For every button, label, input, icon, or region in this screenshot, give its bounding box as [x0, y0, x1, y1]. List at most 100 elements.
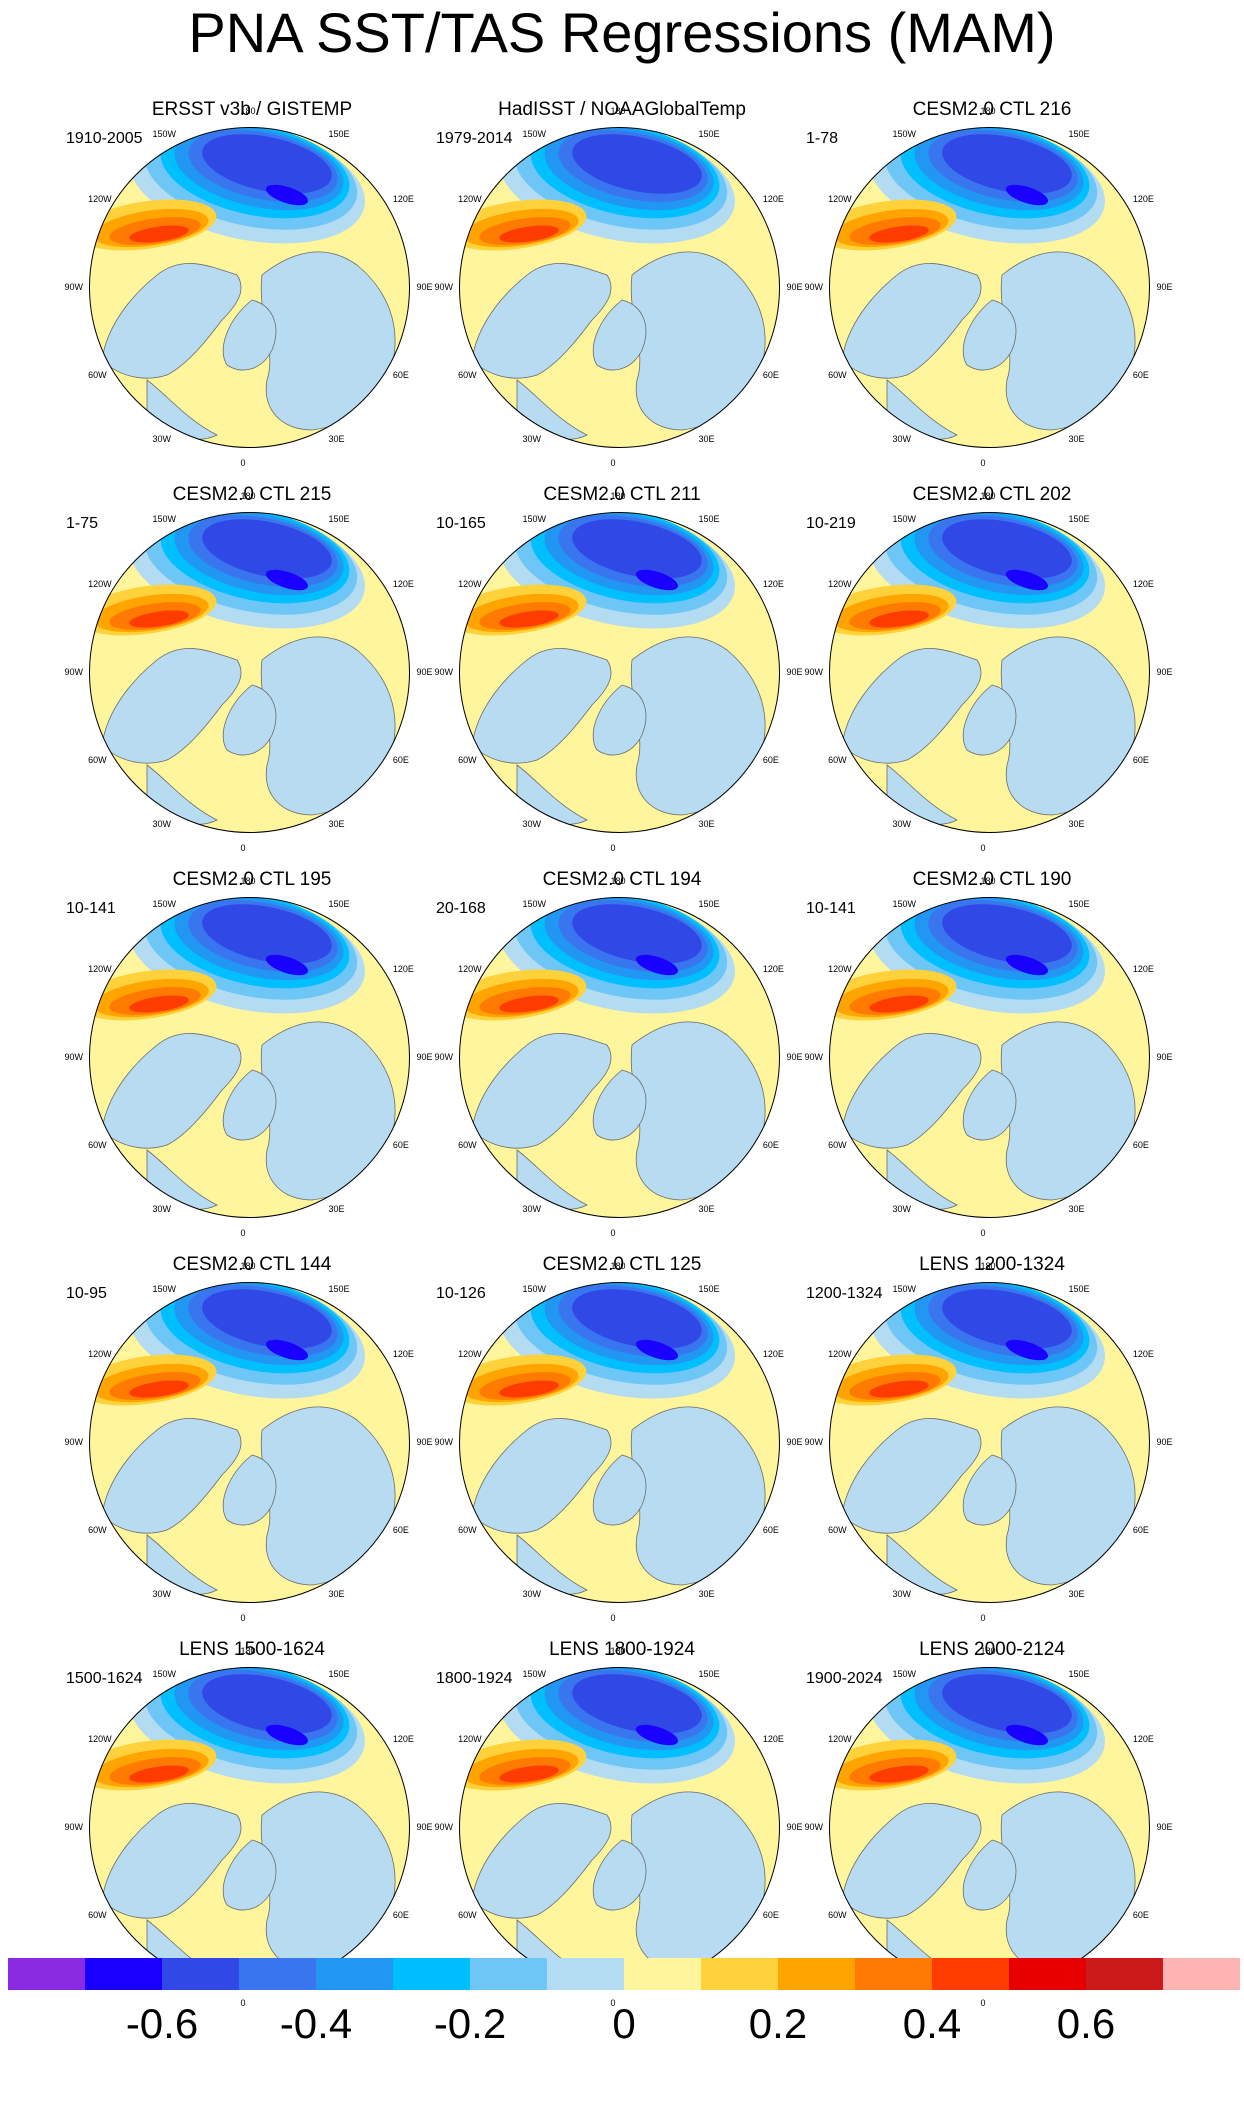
- longitude-label: 30E: [328, 1588, 345, 1599]
- negative-anomaly-contour: [572, 1674, 702, 1734]
- panel-title: LENS 1200-1324: [919, 1254, 1065, 1275]
- field-layer: [89, 127, 410, 448]
- map-area: [87, 1665, 412, 1990]
- field-layer: [829, 897, 1150, 1218]
- longitude-label: 120W: [458, 578, 482, 589]
- longitude-label: 180: [980, 1645, 996, 1656]
- longitude-label: 90E: [416, 1051, 433, 1062]
- positive-anomaly-contour: [869, 225, 929, 243]
- longitude-label: 0: [610, 1612, 616, 1623]
- longitude-label: 30W: [892, 433, 912, 444]
- longitude-label: 90W: [64, 281, 84, 292]
- panel-period: 1-78: [806, 130, 839, 147]
- negative-anomaly-contour: [202, 904, 332, 964]
- longitude-label: 150W: [522, 129, 547, 140]
- colorbar-cell: [162, 1958, 239, 1990]
- panel-period: 1-75: [66, 515, 99, 532]
- negative-anomaly-contour: [202, 1674, 332, 1734]
- land-mass: [101, 1033, 242, 1149]
- colorbar-cell: [547, 1958, 624, 1990]
- panel-period: 10-141: [806, 900, 856, 917]
- positive-anomaly-contour: [869, 1765, 929, 1783]
- land-mass: [471, 1803, 612, 1919]
- longitude-label: 120E: [392, 1733, 414, 1744]
- longitude-label: 180: [240, 490, 256, 501]
- longitude-label: 90W: [64, 666, 84, 677]
- colorbar-cell: [239, 1958, 316, 1990]
- longitude-label: 150W: [152, 1669, 177, 1680]
- longitude-label: 0: [610, 457, 616, 468]
- map-panel: CESM2.0 CTL 195 10-141 180 150E 120E 90E 60E 30…: [62, 869, 442, 1250]
- map-panel: CESM2.0 CTL 190 10-141 180 150E 120E 90E 60E 30…: [802, 869, 1182, 1250]
- longitude-label: 60W: [458, 1139, 477, 1150]
- longitude-label: 120E: [1132, 963, 1154, 974]
- longitude-label: 30W: [522, 1588, 542, 1599]
- longitude-label: 150W: [152, 514, 177, 525]
- longitude-label: 30E: [698, 818, 715, 829]
- negative-anomaly-contour: [202, 519, 332, 579]
- map-area: [457, 125, 782, 450]
- negative-anomaly-contour: [1005, 184, 1049, 206]
- panel-title: CESM2.0 CTL 125: [542, 1254, 702, 1275]
- panel-title: LENS 2000-2124: [919, 1639, 1065, 1660]
- map-area: [827, 1665, 1152, 1990]
- longitude-label: 0: [980, 842, 986, 853]
- negative-anomaly-contour: [635, 1724, 679, 1746]
- longitude-label: 30W: [892, 818, 912, 829]
- map-panel: LENS 1200-1324 1200-1324 180 150E 120E 90E 60E…: [802, 1254, 1182, 1635]
- panel-period: 1800-1924: [436, 1670, 513, 1687]
- longitude-label: 120E: [1132, 578, 1154, 589]
- longitude-label: 60E: [762, 369, 779, 380]
- longitude-label: 30W: [892, 1203, 912, 1214]
- colorbar-cell: [1009, 1958, 1086, 1990]
- panel-period: 10-165: [436, 515, 486, 532]
- colorbar-labels: -0.6 -0.4 -0.2 0 0.2 0.4 0.6: [0, 2000, 1244, 2060]
- field-layer: [459, 127, 780, 448]
- longitude-label: 30W: [892, 1588, 912, 1599]
- field-layer: [829, 1667, 1150, 1988]
- map-panel: CESM2.0 CTL 144 10-95 180 150E 120E 90E 60E 30E…: [62, 1254, 442, 1635]
- longitude-label: 0: [980, 1612, 986, 1623]
- positive-anomaly-contour: [869, 995, 929, 1013]
- land-mass: [471, 263, 612, 379]
- negative-anomaly-contour: [635, 954, 679, 976]
- longitude-label: 150E: [328, 129, 350, 140]
- colorbar-tick-label: -0.2: [433, 2000, 507, 2047]
- negative-anomaly-contour: [572, 134, 702, 194]
- longitude-label: 180: [610, 1645, 626, 1656]
- longitude-label: 120W: [88, 1348, 112, 1359]
- longitude-label: 120E: [762, 1348, 784, 1359]
- longitude-label: 60E: [762, 754, 779, 765]
- longitude-label: 180: [980, 875, 996, 886]
- longitude-label: 60W: [828, 369, 847, 380]
- longitude-label: 150W: [892, 1669, 917, 1680]
- positive-anomaly-contour: [869, 1380, 929, 1398]
- longitude-label: 150W: [892, 514, 917, 525]
- map-panel: CESM2.0 CTL 194 20-168 180 150E 120E 90E 60E 30…: [432, 869, 812, 1250]
- longitude-label: 90W: [804, 281, 824, 292]
- longitude-label: 30E: [1068, 433, 1085, 444]
- longitude-label: 0: [240, 1227, 246, 1238]
- longitude-label: 120E: [1132, 193, 1154, 204]
- positive-anomaly-contour: [869, 610, 929, 628]
- field-layer: [89, 897, 410, 1218]
- longitude-label: 90W: [434, 1436, 454, 1447]
- colorbar-cell: [932, 1958, 1009, 1990]
- longitude-label: 120W: [828, 578, 852, 589]
- longitude-label: 90W: [434, 666, 454, 677]
- longitude-label: 60E: [392, 1909, 409, 1920]
- longitude-label: 0: [610, 1227, 616, 1238]
- longitude-label: 90E: [786, 281, 803, 292]
- longitude-label: 60E: [1132, 1139, 1149, 1150]
- map-border: [89, 1282, 410, 1603]
- negative-anomaly-contour: [1005, 1724, 1049, 1746]
- longitude-label: 0: [980, 457, 986, 468]
- longitude-label: 150W: [152, 1284, 177, 1295]
- longitude-label: 60E: [392, 369, 409, 380]
- land-mass: [962, 684, 1017, 756]
- map-border: [89, 512, 410, 833]
- longitude-label: 0: [980, 1227, 986, 1238]
- longitude-label: 90E: [786, 1821, 803, 1832]
- longitude-label: 150W: [522, 1284, 547, 1295]
- land-mass: [841, 648, 982, 764]
